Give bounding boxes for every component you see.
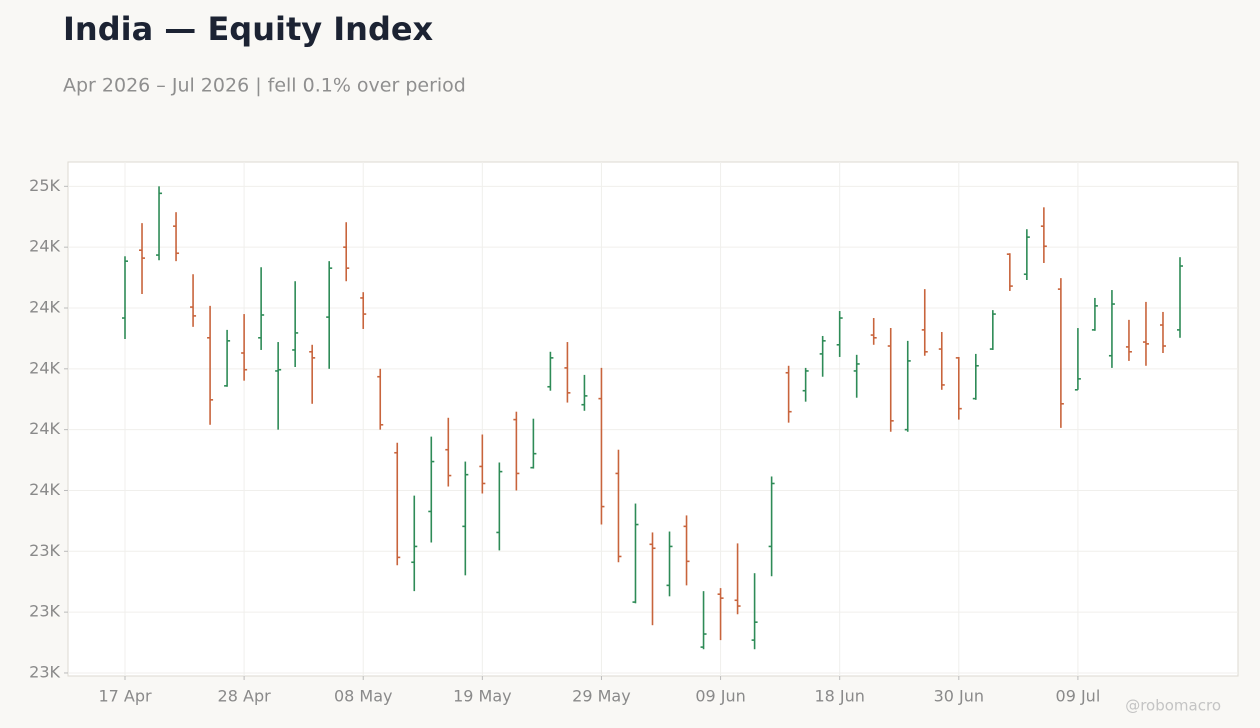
chart-title: India — Equity Index <box>63 10 434 48</box>
x-tick-label: 09 Jun <box>695 687 745 706</box>
y-tick-label: 24K <box>29 480 60 499</box>
x-tick-label: 09 Jul <box>1056 687 1101 706</box>
y-tick-label: 25K <box>29 176 60 195</box>
x-tick-label: 29 May <box>572 687 631 706</box>
watermark: @robomacro <box>1125 697 1221 715</box>
x-tick-label: 30 Jun <box>934 687 984 706</box>
x-tick-label: 17 Apr <box>98 687 152 706</box>
y-tick-label: 24K <box>29 297 60 316</box>
y-tick-label: 23K <box>29 602 60 621</box>
y-tick-label: 23K <box>29 541 60 560</box>
x-tick-label: 28 Apr <box>218 687 272 706</box>
x-tick-label: 19 May <box>453 687 512 706</box>
x-tick-label: 08 May <box>334 687 393 706</box>
y-tick-label: 23K <box>29 662 60 681</box>
y-tick-label: 24K <box>29 358 60 377</box>
x-tick-label: 18 Jun <box>814 687 864 706</box>
y-tick-label: 24K <box>29 237 60 256</box>
chart-subtitle: Apr 2026 – Jul 2026 | fell 0.1% over per… <box>63 75 466 97</box>
y-tick-label: 24K <box>29 419 60 438</box>
